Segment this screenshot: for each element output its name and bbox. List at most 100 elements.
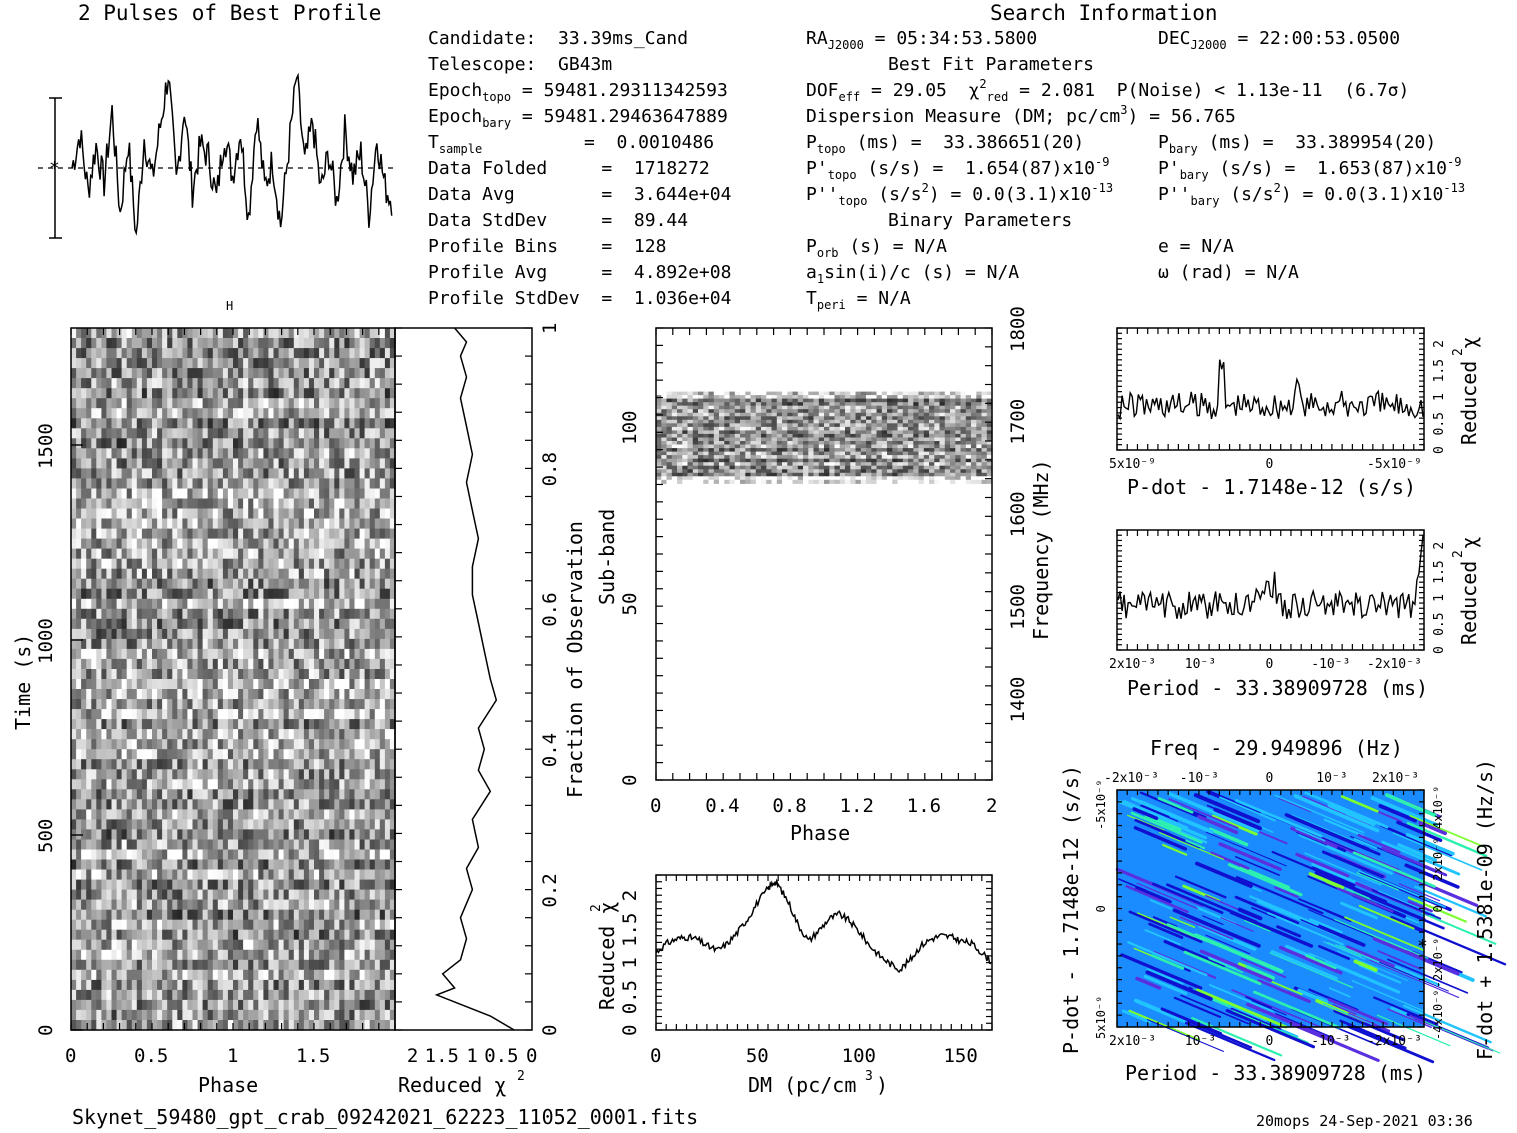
pixel [359, 819, 366, 830]
pixel [141, 428, 148, 439]
pixel [202, 428, 209, 439]
pixel [121, 558, 128, 570]
pixel [197, 518, 204, 530]
pixel [81, 638, 87, 650]
pixel [283, 889, 290, 901]
pixel [364, 508, 371, 520]
pixel [202, 969, 209, 981]
pixel [202, 368, 209, 379]
pixel [96, 859, 102, 871]
pixel [298, 979, 305, 991]
pixel [126, 849, 133, 861]
pixel [96, 759, 102, 770]
pixel [172, 388, 178, 399]
pixel [121, 488, 128, 500]
pixel [81, 388, 87, 399]
pixel [121, 638, 128, 650]
pixel [71, 979, 77, 991]
pixel [308, 598, 315, 610]
pixel [177, 388, 183, 399]
pixel [192, 679, 199, 690]
pixel [233, 729, 239, 740]
pixel [182, 999, 189, 1011]
pixel [273, 588, 280, 600]
pixel [776, 398, 783, 403]
pixel [389, 689, 396, 700]
pixel [379, 969, 386, 981]
pixel [258, 679, 264, 690]
pixel [258, 378, 264, 389]
pixel [354, 388, 361, 399]
pixel [81, 859, 87, 871]
pixel [344, 799, 351, 810]
pixel [167, 839, 173, 851]
pixel [76, 989, 82, 1001]
pixel [374, 889, 381, 901]
pixel [121, 608, 128, 620]
pixel [152, 699, 158, 710]
pixel [227, 448, 234, 459]
pixel [329, 478, 335, 489]
pixel [76, 949, 82, 961]
pixel [111, 849, 118, 861]
pixel [314, 999, 320, 1011]
pixel [233, 648, 239, 660]
pixel [319, 759, 325, 770]
pixel [233, 969, 239, 981]
pixel [384, 548, 391, 560]
pixel [152, 368, 158, 379]
pixel [278, 338, 285, 349]
pixel [126, 909, 133, 921]
pixel [939, 395, 946, 400]
pixel [354, 548, 361, 560]
pixel [217, 518, 224, 530]
pixel [298, 929, 305, 941]
pixel [253, 939, 259, 951]
pixel [126, 899, 133, 911]
pixel [141, 508, 148, 520]
pixel [263, 719, 270, 730]
pixel [202, 709, 209, 720]
pixel [329, 628, 335, 640]
pixel [207, 929, 214, 941]
pixel [374, 929, 381, 941]
pixel [172, 969, 178, 981]
pixel [288, 418, 295, 429]
pixel [258, 598, 264, 610]
pixel [177, 949, 183, 961]
pixel [349, 819, 356, 830]
pixel [111, 839, 118, 851]
pixel [157, 378, 163, 389]
pixel [197, 548, 204, 560]
pixel [273, 1020, 280, 1031]
pixel [740, 409, 746, 414]
pixel [243, 388, 249, 399]
pixel [384, 508, 391, 520]
pixel [212, 348, 219, 359]
pixel [379, 729, 386, 740]
pixel [121, 979, 128, 991]
pixel [253, 979, 259, 991]
pixel [671, 402, 678, 407]
pixel [248, 418, 254, 429]
pixel [116, 528, 123, 540]
pixel [212, 658, 219, 670]
pixel [187, 388, 194, 399]
pixel [136, 398, 143, 409]
pixel [71, 699, 77, 710]
pixel [263, 418, 270, 429]
pixel [248, 789, 254, 800]
pixel [389, 548, 396, 560]
pixel [324, 408, 330, 419]
pixel [293, 959, 300, 971]
pixel [344, 378, 351, 389]
pixel [293, 528, 300, 540]
pixel [379, 749, 386, 760]
pixel [182, 468, 189, 479]
pixel [364, 398, 371, 409]
pixel [233, 578, 239, 590]
pixel [101, 388, 108, 399]
pixel [217, 709, 224, 720]
epoch-bary-line: Epochbary = 59481.29463647889 [428, 106, 728, 130]
pixel [374, 578, 381, 590]
